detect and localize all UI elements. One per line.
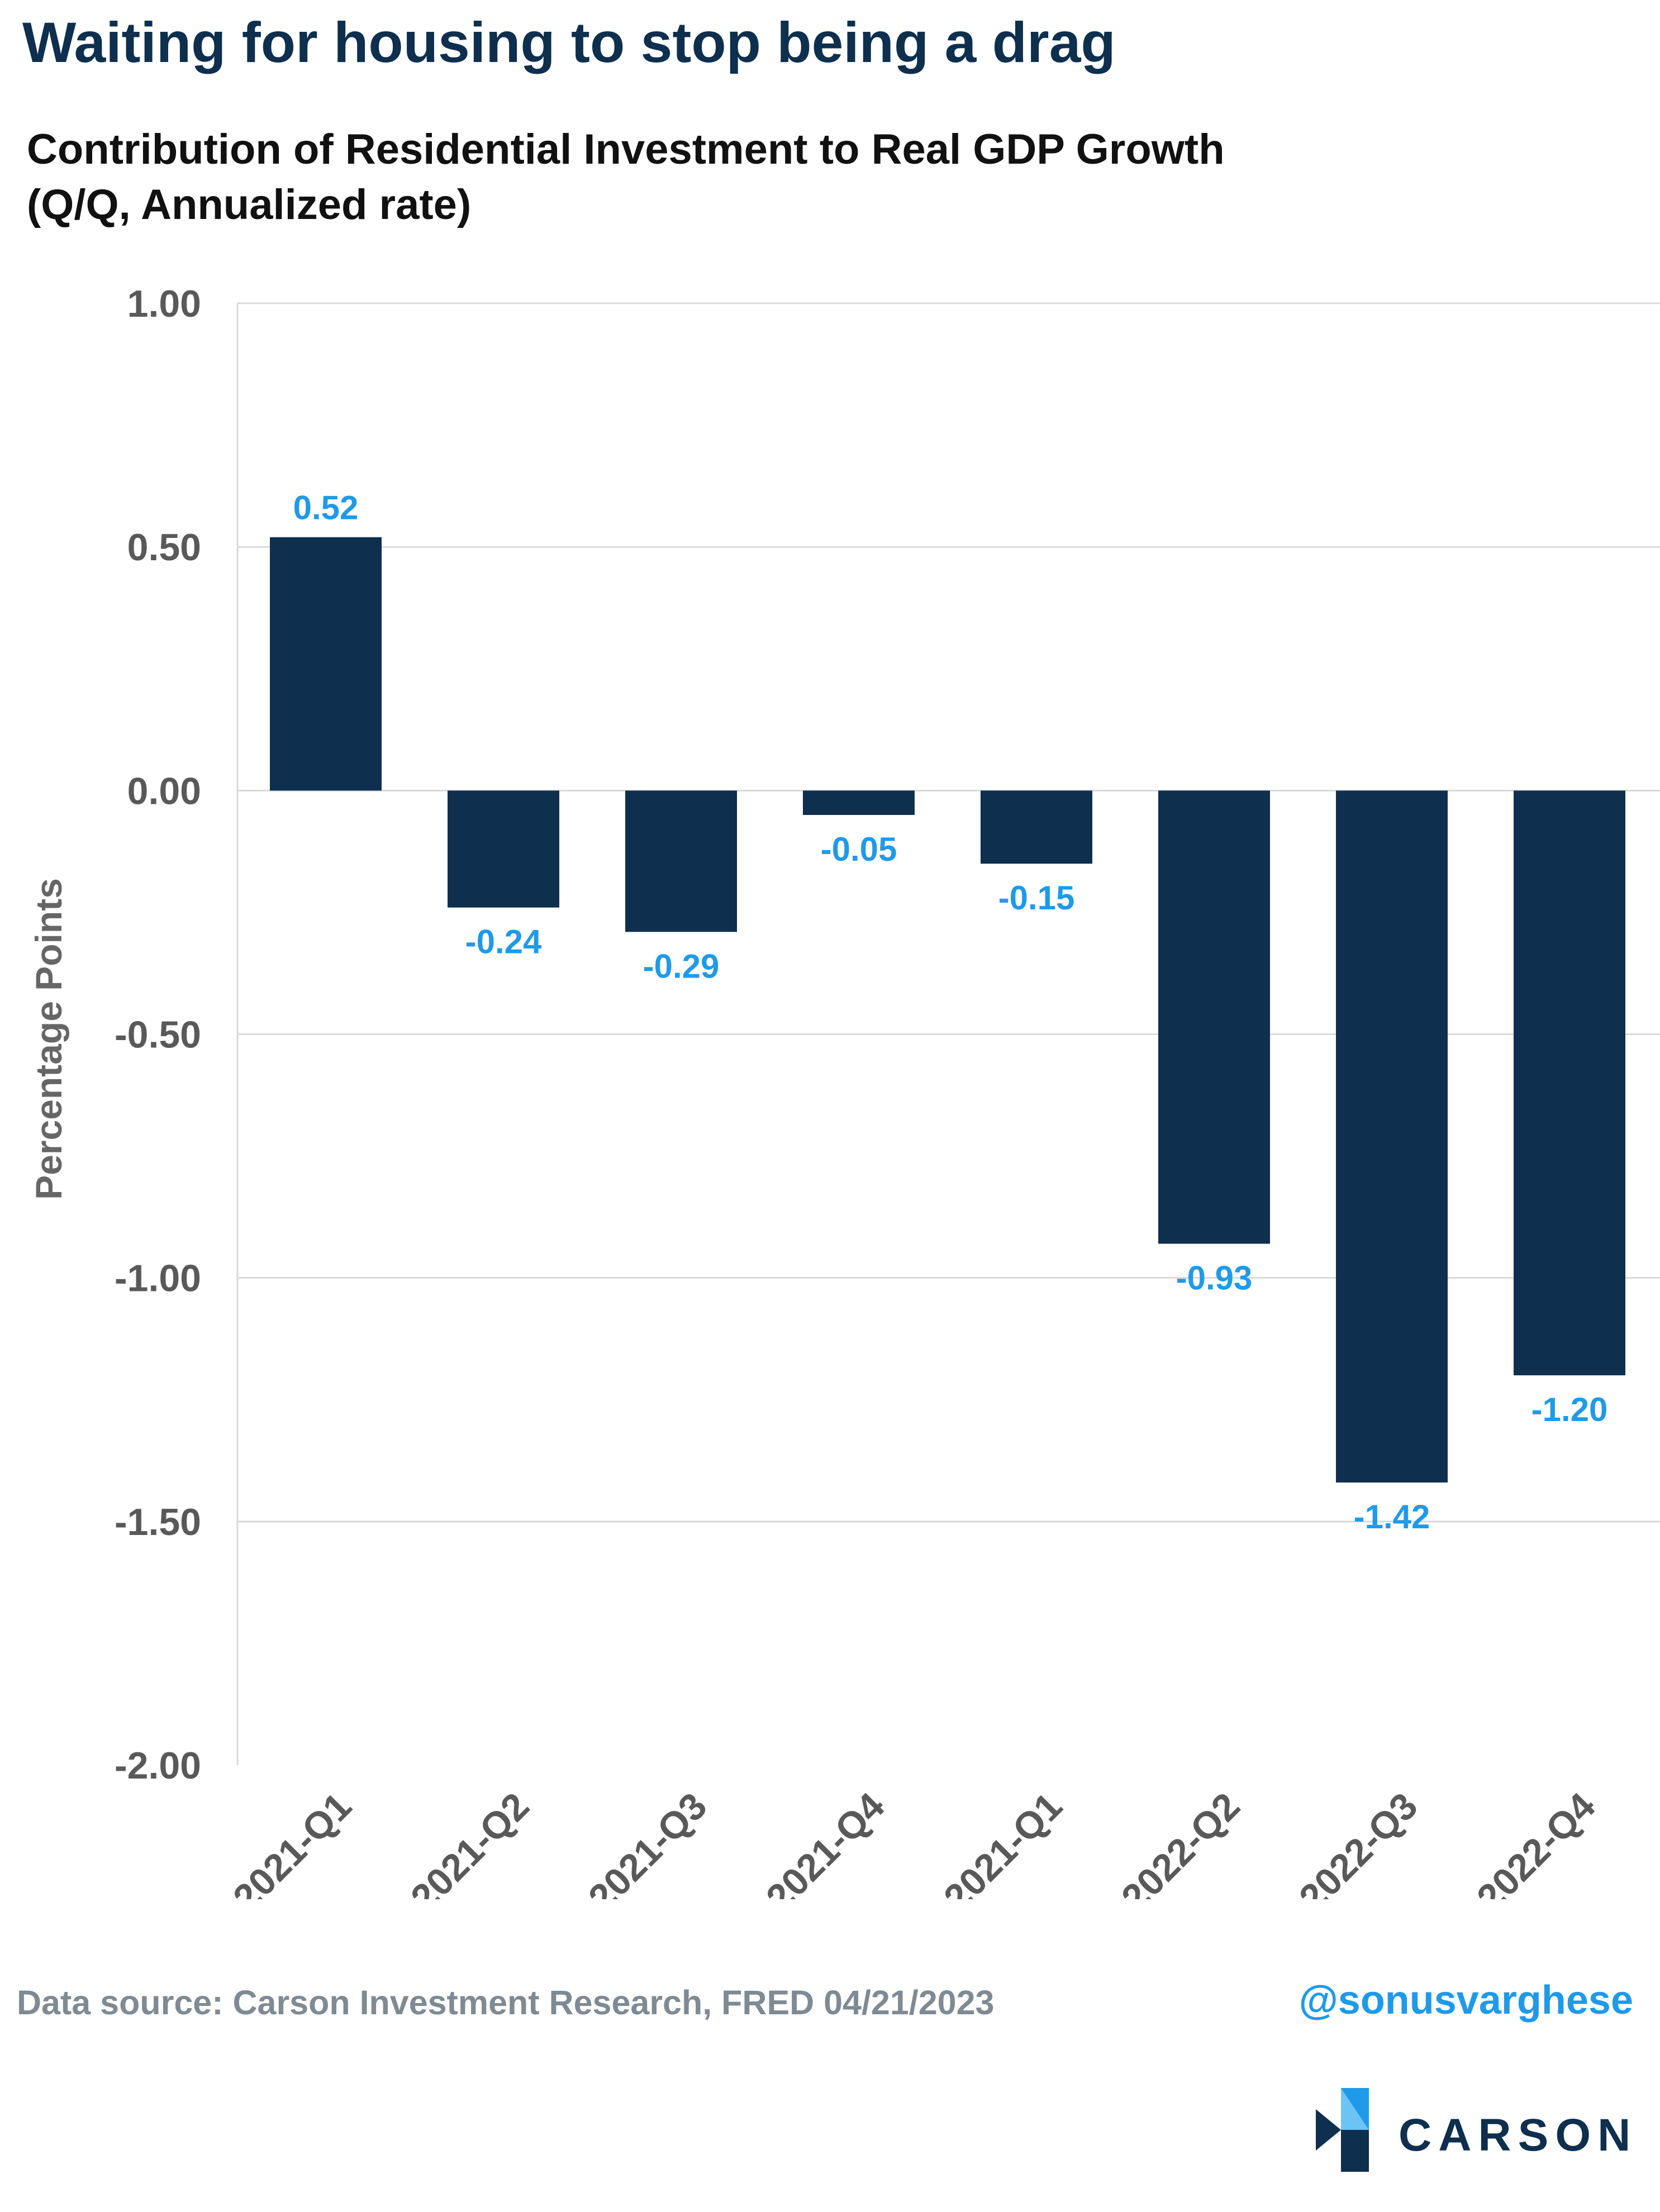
bar	[981, 790, 1092, 864]
bar	[1514, 790, 1625, 1376]
carson-logo: CARSON	[1316, 2088, 1630, 2172]
data-label: -0.05	[821, 831, 897, 868]
data-label: -0.24	[465, 923, 542, 961]
chart-subtitle: Contribution of Residential Investment t…	[27, 122, 1225, 232]
bar	[803, 790, 915, 815]
y-tick-label: 0.50	[127, 526, 201, 569]
bar	[625, 790, 737, 932]
carson-logo-icon	[1316, 2088, 1369, 2172]
bar-chart: 1.00 0.50 0.00 -0.50 -1.00 -1.50 -2.00 0.52 -0.…	[28, 283, 1660, 1899]
chart-title: Waiting for housing to stop being a drag	[22, 11, 1116, 74]
x-tick-label: 2021-Q1	[225, 1785, 360, 1899]
y-tick-label: -1.50	[115, 1501, 201, 1543]
data-label: -1.42	[1354, 1498, 1430, 1536]
x-tick-label: 2021-Q4	[758, 1785, 893, 1899]
x-axis-ticks: 2021-Q1 2021-Q2 2021-Q3 2021-Q4 2021-Q1 2022-…	[225, 1785, 1604, 1899]
data-label: 0.52	[293, 489, 359, 527]
twitter-handle-link[interactable]: @sonusvarghese	[1298, 1978, 1633, 2023]
x-tick-label: 2021-Q3	[581, 1785, 715, 1899]
bar	[1336, 790, 1448, 1483]
subtitle-line-2: (Q/Q, Annualized rate)	[27, 181, 472, 228]
bar	[270, 537, 382, 791]
y-tick-label: -0.50	[115, 1014, 201, 1056]
data-label: -0.93	[1176, 1260, 1253, 1297]
x-tick-label: 2022-Q2	[1114, 1785, 1248, 1899]
x-tick-label: 2022-Q4	[1469, 1785, 1604, 1899]
subtitle-line-1: Contribution of Residential Investment t…	[27, 126, 1225, 173]
x-tick-label: 2021-Q1	[936, 1785, 1071, 1899]
data-label: -0.15	[998, 879, 1075, 917]
carson-logo-text: CARSON	[1399, 2110, 1638, 2161]
bar	[1158, 790, 1270, 1244]
y-tick-label: -1.00	[115, 1257, 201, 1300]
x-tick-label: 2021-Q2	[403, 1785, 538, 1899]
data-label: -1.20	[1531, 1391, 1608, 1428]
value-labels: 0.52 -0.24 -0.29 -0.05 -0.15 -0.93 -1.42 -1.20	[293, 489, 1608, 1536]
y-axis-label: Percentage Points	[28, 878, 69, 1200]
data-label: -0.29	[643, 947, 720, 985]
y-tick-label: 1.00	[127, 283, 201, 325]
y-tick-label: 0.00	[127, 770, 201, 812]
data-source-note: Data source: Carson Investment Research,…	[17, 1984, 995, 2022]
x-tick-label: 2022-Q3	[1291, 1785, 1426, 1899]
y-axis-ticks: 1.00 0.50 0.00 -0.50 -1.00 -1.50 -2.00	[115, 283, 201, 1787]
bars	[270, 537, 1625, 1483]
y-tick-label: -2.00	[115, 1744, 201, 1787]
bar	[448, 790, 559, 908]
